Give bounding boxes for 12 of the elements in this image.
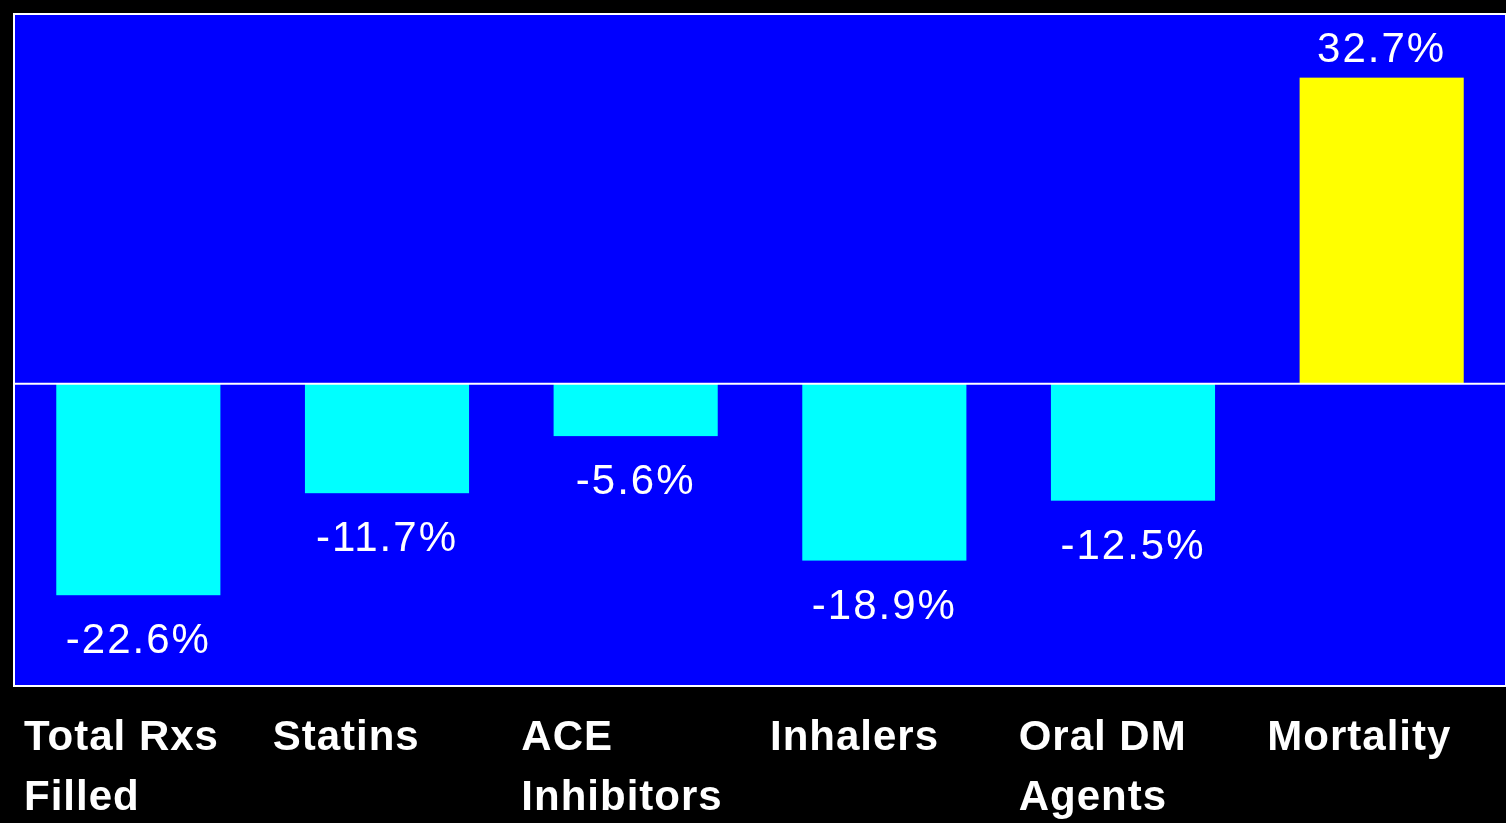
x-tick-label: ACE Inhibitors <box>521 712 723 819</box>
data-label: -12.5% <box>1060 520 1206 568</box>
data-label: -5.6% <box>575 456 696 504</box>
x-tick-label: Total Rxs Filled <box>24 712 219 819</box>
data-label: 32.7% <box>1317 23 1447 71</box>
data-label: -22.6% <box>65 615 211 663</box>
data-label: -11.7% <box>316 513 458 561</box>
data-label: -18.9% <box>811 580 957 628</box>
x-tick-label: Inhalers <box>770 712 940 759</box>
x-tick-label: Statins <box>272 712 420 759</box>
x-tick-label: Oral DM Agents <box>1018 712 1187 819</box>
x-tick-label: Mortality <box>1267 712 1452 759</box>
